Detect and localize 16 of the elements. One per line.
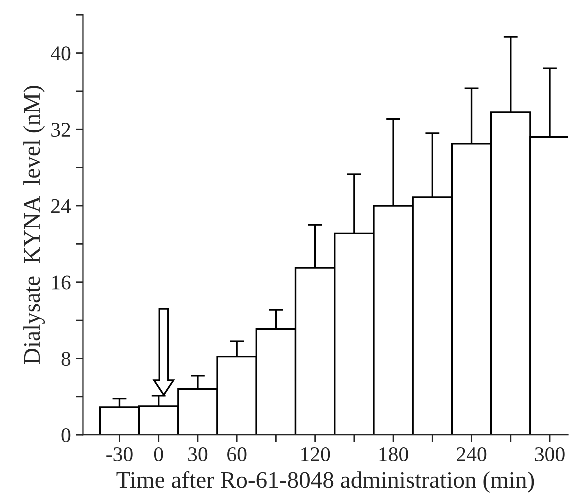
x-tick-label: 0 bbox=[154, 448, 164, 462]
x-axis-title: Time after Ro-61-8048 administration (min) bbox=[116, 471, 534, 493]
y-tick-label: 8 bbox=[62, 352, 71, 366]
x-tick-label: 180 bbox=[380, 448, 408, 462]
x-tick-label: -30 bbox=[106, 448, 133, 462]
x-tick-label: 240 bbox=[457, 448, 487, 462]
y-tick-label: 24 bbox=[52, 199, 72, 214]
x-tick-label: 60 bbox=[228, 448, 247, 462]
y-tick-label: 32 bbox=[52, 123, 70, 138]
y-tick-label: 40 bbox=[51, 46, 71, 61]
y-tick-label: 0 bbox=[62, 428, 71, 443]
x-tick-label: 120 bbox=[302, 448, 330, 462]
y-tick-label: 16 bbox=[52, 276, 71, 290]
x-tick-label: 30 bbox=[188, 448, 208, 462]
x-tick-label: 300 bbox=[535, 448, 565, 462]
y-axis-title: Dialysate KYNA level (nM) bbox=[24, 86, 46, 364]
